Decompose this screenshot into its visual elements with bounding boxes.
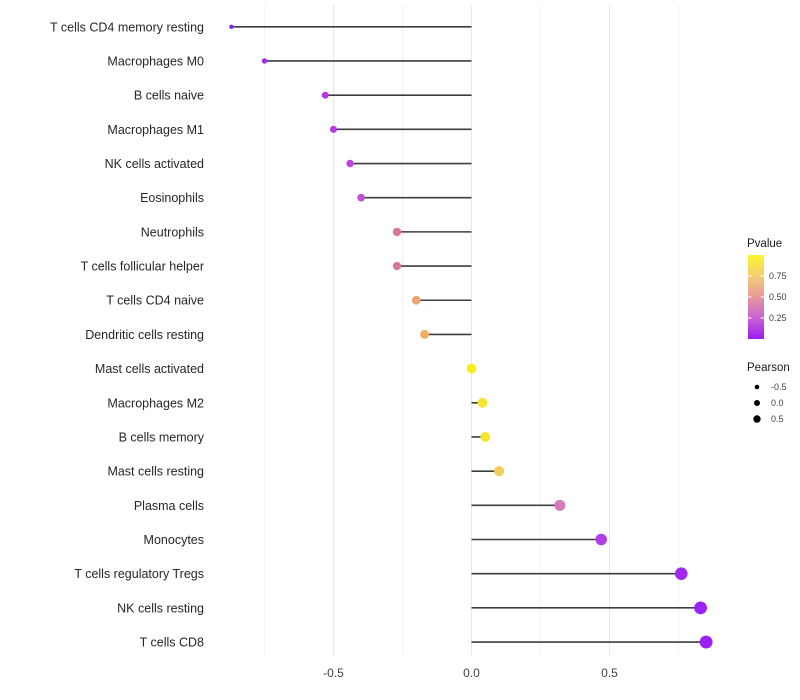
lollipop-dot	[229, 24, 234, 29]
lollipop-segments	[231, 25, 707, 643]
y-axis-label: T cells CD4 memory resting	[50, 20, 204, 34]
pearson-legend-label: -0.5	[771, 382, 787, 392]
y-axis-label: T cells CD4 naive	[106, 294, 204, 308]
y-axis-label: Eosinophils	[140, 191, 204, 205]
y-axis-label: T cells regulatory Tregs	[74, 567, 204, 581]
y-axis-label: B cells naive	[134, 89, 204, 103]
lollipop-dot	[694, 601, 707, 615]
y-axis-label: T cells CD8	[140, 636, 204, 650]
pvalue-tick-label: 0.25	[769, 313, 787, 323]
y-axis-label: NK cells resting	[117, 601, 204, 615]
x-axis: -0.5 0.0 0.5	[323, 666, 618, 680]
lollipop-dot	[346, 159, 354, 168]
lollipop-dot	[480, 432, 491, 442]
lollipop-dot	[392, 261, 402, 271]
pearson-legend-label: 0.0	[771, 398, 784, 408]
y-axis-label: Monocytes	[144, 533, 204, 547]
lollipop-dots	[229, 24, 713, 649]
pvalue-legend-title: Pvalue	[747, 238, 782, 250]
pvalue-tick-label: 0.75	[769, 271, 787, 281]
y-axis-label: B cells memory	[119, 430, 205, 444]
y-axis-label: Dendritic cells resting	[85, 328, 204, 342]
y-axis-label: Macrophages M0	[107, 54, 204, 68]
lollipop-dot	[357, 193, 365, 202]
pvalue-colorbar	[748, 255, 764, 339]
y-axis-label: Mast cells resting	[107, 465, 204, 479]
y-axis-label: Plasma cells	[134, 499, 204, 513]
x-tick-label: -0.5	[323, 666, 344, 680]
pvalue-colorbar-ticks	[748, 275, 764, 319]
lollipop-dot	[674, 567, 688, 580]
lollipop-dot	[261, 58, 268, 64]
lollipop-dot	[466, 363, 477, 374]
gridlines	[264, 5, 679, 655]
y-axis-label: NK cells activated	[105, 157, 204, 171]
lollipop-dot	[411, 295, 421, 305]
pvalue-legend: Pvalue 0.75 0.50 0.25	[747, 238, 787, 339]
lollipop-dot	[392, 227, 402, 237]
pearson-legend-dot	[753, 415, 761, 423]
x-tick-label: 0.5	[601, 666, 618, 680]
lollipop-dot	[477, 397, 488, 408]
y-axis-label: Macrophages M1	[107, 123, 204, 137]
pearson-legend-title: Pearson	[747, 362, 790, 374]
lollipop-dot	[494, 466, 505, 477]
pearson-legend-dot	[754, 384, 760, 390]
y-axis-label: Mast cells activated	[95, 362, 204, 376]
lollipop-dot	[420, 329, 430, 339]
y-axis-label: Neutrophils	[141, 225, 204, 239]
pearson-legend: Pearson -0.5 0.0 0.5	[747, 362, 790, 424]
lollipop-dot	[329, 125, 338, 133]
pvalue-tick-label: 0.50	[769, 292, 787, 302]
y-axis-label: Macrophages M2	[107, 396, 204, 410]
x-tick-label: 0.0	[463, 666, 480, 680]
lollipop-dot	[595, 533, 608, 546]
lollipop-dot	[554, 499, 566, 511]
y-axis-label: T cells follicular helper	[81, 260, 204, 274]
lollipop-dot	[699, 635, 713, 649]
lollipop-dot	[321, 91, 329, 99]
pearson-legend-dot	[754, 400, 760, 406]
y-axis-labels: T cells CD4 memory resting Macrophages M0…	[50, 20, 205, 649]
pearson-legend-label: 0.5	[771, 414, 784, 424]
